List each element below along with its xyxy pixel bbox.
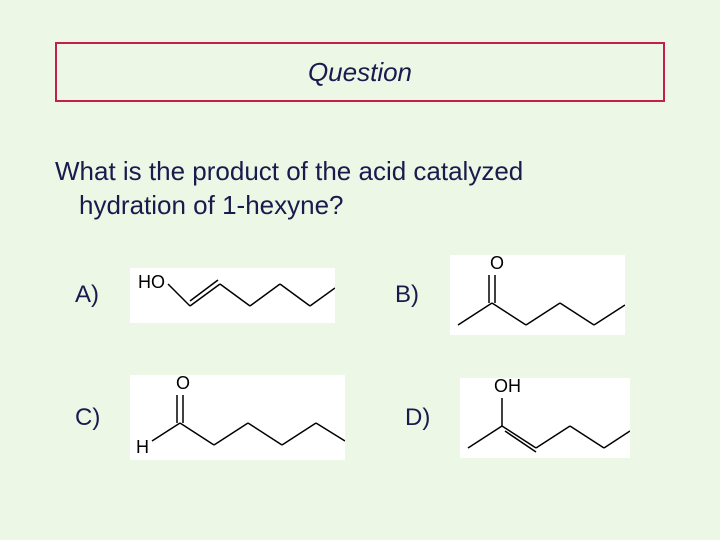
structure-a: HO (130, 268, 335, 323)
title-box: Question (55, 42, 665, 102)
option-c-label: C) (75, 404, 130, 432)
svg-text:H: H (136, 437, 149, 457)
structure-b: O (450, 255, 625, 335)
structure-d: OH (460, 378, 630, 458)
options-row-2: C) OH D) OH (75, 375, 675, 460)
question-line2: hydration of 1-hexyne? (55, 189, 523, 223)
svg-text:O: O (176, 375, 190, 393)
svg-text:HO: HO (138, 272, 165, 292)
question-text: What is the product of the acid catalyze… (55, 155, 523, 223)
svg-text:O: O (490, 255, 504, 273)
option-a-label: A) (75, 281, 130, 309)
svg-text:OH: OH (494, 378, 521, 396)
option-d-label: D) (405, 404, 460, 432)
question-line1: What is the product of the acid catalyze… (55, 155, 523, 189)
option-b-label: B) (395, 281, 450, 309)
options-grid: A) HO B) O C) OH D) OH (75, 255, 675, 500)
title-text: Question (308, 57, 412, 88)
options-row-1: A) HO B) O (75, 255, 675, 335)
structure-c: OH (130, 375, 345, 460)
